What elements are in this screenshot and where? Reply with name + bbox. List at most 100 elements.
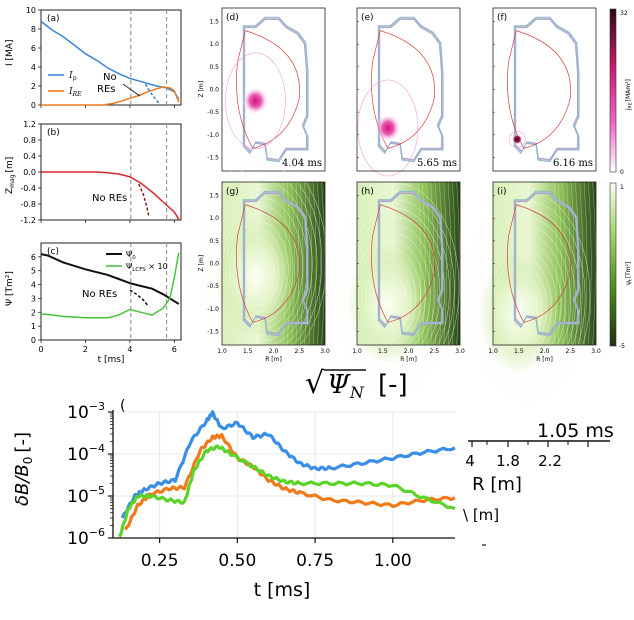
colorbar-psi-min: -5 <box>619 343 625 350</box>
panel-c-ytick-label-4: 4 <box>31 281 36 290</box>
legend-ire-label: IRE <box>68 87 82 98</box>
contour-e-jre-outline <box>357 79 419 177</box>
contour-i-fluxline-8 <box>485 241 562 366</box>
contour-i-fluxline-5 <box>496 266 547 349</box>
contour-h-outer-line-4 <box>430 181 435 346</box>
psi-n-symbol: ΨN <box>327 370 365 402</box>
inset-partial-unit: \ [m] <box>463 506 499 524</box>
main-series-green <box>117 444 456 538</box>
contour-g-fluxline-11 <box>211 180 313 348</box>
contour-h-fluxline-14 <box>333 183 460 392</box>
contour-g-ztick-4: -0.5 <box>207 283 219 290</box>
main-xtick-label-3: 1.00 <box>374 551 412 571</box>
panel-c-xtick-label-3: 6 <box>172 345 177 354</box>
panel-c-xtick-label-0: 0 <box>38 345 43 354</box>
contour-h-fluxline-9 <box>351 224 436 363</box>
panel-b-ytick-label-3: 0.0 <box>23 168 36 177</box>
legend-psi0-label: Ψ0 <box>126 250 136 261</box>
panel-b-ytick-label-6: 1.2 <box>23 120 36 129</box>
contour-g-rtick-1: 1.5 <box>243 348 253 355</box>
contour-g-frame <box>221 181 326 346</box>
contour-d-time: 4.04 ms <box>282 158 322 169</box>
contour-g-fluxline-13 <box>204 164 323 359</box>
main-deltaB-plot: 10−3 10−4 10−5 10−6 0.25 0.50 0.75 1.00 ( δB/B… <box>12 398 456 601</box>
contour-h-outer-line-9 <box>452 181 456 346</box>
contour-g-fluxline-5 <box>233 229 284 313</box>
main-ytick-label-2: 10−5 <box>67 484 105 507</box>
main-xlabel: t [ms] <box>254 579 311 601</box>
contour-d-jre-blob <box>242 86 269 115</box>
panel-c-ytick-label-6: 6 <box>31 253 36 262</box>
contour-h-outer-line-7 <box>443 181 447 346</box>
inset-ticks <box>471 441 589 447</box>
panel-c-ytick-label-0: 0 <box>31 336 36 345</box>
contour-f-vessel-2 <box>513 16 580 163</box>
panel-b-ytick-label-5: 0.8 <box>23 136 36 145</box>
contour-h-outer-line-5 <box>434 181 439 346</box>
contour-i-fluxline-11 <box>474 216 576 384</box>
main-ytick-label-3: 10−6 <box>67 526 105 549</box>
panel-c-yticks: 0 1 2 3 4 5 6 <box>31 253 41 345</box>
inset-xlabel: R [m] <box>472 474 522 495</box>
contour-h-vessel-2 <box>377 190 444 337</box>
contour-panel-f: (f) 6.16 ms <box>492 7 597 172</box>
colorbar-psi-bar <box>609 182 617 347</box>
panel-b-ytick-label-1: -0.8 <box>20 200 36 209</box>
main-grid <box>113 411 455 539</box>
colorbar-psi-label: ψt[Tm²] <box>625 262 634 285</box>
colorbar-jre-max: 32 <box>620 10 628 17</box>
contour-i-outer-line-5 <box>570 181 575 346</box>
panel-a-series-1 <box>41 86 180 106</box>
contour-g-outer-line-9 <box>317 181 321 346</box>
contour-h-fluxline-13 <box>336 191 455 386</box>
panel-c-ylabel: Ψ [Tm²] <box>5 271 15 306</box>
contour-h-fluxline-7 <box>358 240 426 352</box>
panel-a-ytick-label-3: 6 <box>31 44 36 53</box>
contour-i-fluxline-14 <box>464 192 591 401</box>
contour-grid: (d)4.04 ms1.51.00.50.0-0.5-1.0-1.5Z [m](… <box>198 7 601 401</box>
panel-c-ytick-label-5: 5 <box>31 267 36 276</box>
colorbar-psi: 1 -5 ψt[Tm²] <box>609 182 634 350</box>
contour-g-ztick-2: 0.5 <box>209 238 219 245</box>
contour-g-vessel-2 <box>242 190 309 337</box>
contour-g-rtick-2: 2.0 <box>269 348 279 355</box>
contour-d-ztick-3: 0.0 <box>209 87 219 94</box>
contour-i-fluxline-10 <box>478 225 571 378</box>
contour-f-jre-blob <box>512 134 523 145</box>
contour-h-rlabel: R [m] <box>400 356 417 363</box>
panel-c-ytick-label-3: 3 <box>31 294 36 303</box>
contour-f-time: 6.16 ms <box>553 158 593 169</box>
colorbar-jre-bar <box>609 8 617 173</box>
contour-i-rlabel: R [m] <box>536 356 553 363</box>
panel-c-series-0 <box>40 253 180 305</box>
contour-i-rtick-4: 3.0 <box>591 348 601 355</box>
panel-c-series-2 <box>129 289 149 306</box>
panel-a-ytick-label-4: 8 <box>31 25 36 34</box>
panel-c-ytick-label-1: 1 <box>31 322 36 331</box>
contour-d-ztick-1: 1.0 <box>209 41 219 48</box>
main-ytick-label-1: 10−4 <box>67 442 105 465</box>
inset-time-partial: 1.05 ms <box>537 420 614 442</box>
contour-e-time: 5.65 ms <box>417 158 457 169</box>
contour-g-rtick-3: 2.5 <box>294 348 304 355</box>
contour-i-outer-line-7 <box>579 181 583 346</box>
panel-c-xlabel: t [ms] <box>98 355 125 365</box>
contour-e-jre-blob <box>374 113 401 142</box>
panel-b-ylabel: Zmag[m] <box>5 157 16 194</box>
contour-h-rtick-1: 1.5 <box>378 348 388 355</box>
panel-b-ytick-label-0: -1.2 <box>20 216 36 225</box>
contour-g-rtick-4: 3.0 <box>320 348 330 355</box>
panel-a-ytick-label-0: 0 <box>31 101 36 110</box>
contour-g-fluxline-12 <box>208 172 318 353</box>
panel-b-series-0 <box>41 171 180 220</box>
contour-i-fluxline-4 <box>500 274 543 343</box>
contour-f-separatrix <box>507 30 572 149</box>
panel-c-series-1 <box>40 252 180 319</box>
panel-b-yticks: -1.2 -0.8 -0.4 0.0 0.4 0.8 1.2 <box>20 120 175 225</box>
contour-g-ztick-1: 1.0 <box>209 215 219 222</box>
panel-a-ytick-label-5: 10 <box>26 6 36 15</box>
contour-g-fluxline-14 <box>200 156 327 365</box>
colorbar-jre: 32 0 jRE[MAm²] <box>609 8 634 176</box>
contour-g-outer-line-3 <box>291 181 295 346</box>
